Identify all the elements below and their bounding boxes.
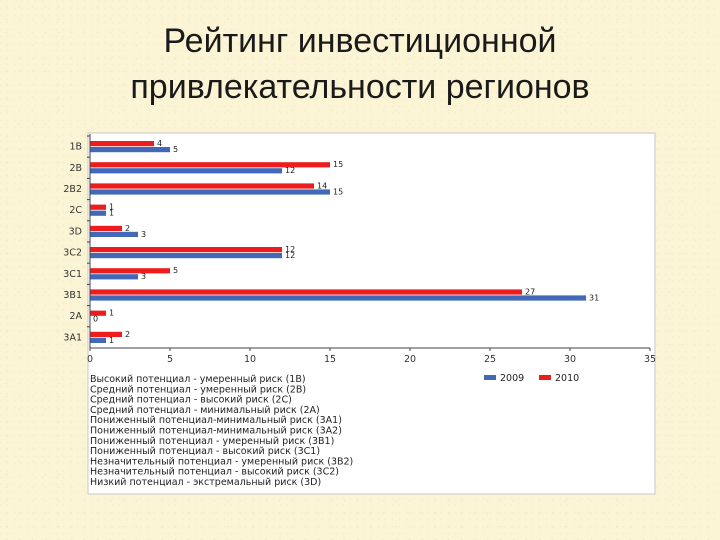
category-note: Незначительный потенциал - высокий риск … (90, 467, 339, 478)
category-label: 3A1 (63, 332, 82, 343)
title-line-1: Рейтинг инвестиционной (163, 22, 557, 60)
data-label-2009-2A: 0 (93, 315, 98, 324)
bar-2010-2B (90, 162, 330, 168)
data-label-2010-3C1: 5 (173, 266, 178, 275)
data-label-2010-3A1: 2 (125, 330, 130, 339)
category-label: 3C2 (63, 248, 82, 259)
data-label-2010-2A: 1 (109, 309, 114, 318)
data-label-2010-2B: 15 (333, 160, 343, 169)
category-note: Высокий потенциал - умеренный риск (1В) (90, 374, 306, 385)
category-label: 2B (69, 163, 82, 174)
data-label-2010-2C: 1 (109, 203, 114, 212)
x-tick-label: 35 (644, 354, 656, 365)
bar-2010-3C1 (90, 268, 170, 274)
bar-2010-1B (90, 141, 154, 147)
bar-2009-1B (90, 147, 170, 153)
legend-swatch-2010 (539, 375, 551, 380)
category-label: 2C (69, 205, 82, 216)
x-tick-label: 0 (87, 354, 93, 365)
category-label: 3B1 (63, 290, 82, 301)
category-label: 2A (69, 311, 82, 322)
data-label-2009-3A1: 1 (109, 336, 114, 345)
bar-2009-2B2 (90, 189, 330, 195)
bar-2010-2B2 (90, 183, 314, 189)
category-note: Средний потенциал - высокий риск (2С) (90, 395, 292, 406)
category-note: Низкий потенциал - экстремальный риск (3… (90, 477, 321, 488)
x-tick-label: 5 (167, 354, 173, 365)
data-label-2009-2B: 12 (285, 166, 295, 175)
bar-2010-3C2 (90, 247, 282, 253)
legend-group: 2009 2010 (484, 373, 579, 384)
data-label-2010-1B: 4 (157, 139, 162, 148)
category-note: Пониженный потенциал-минимальный риск (3… (90, 426, 342, 437)
data-label-2010-3B1: 27 (525, 287, 535, 296)
category-label: 3D (69, 226, 82, 237)
bar-2009-3D (90, 231, 138, 237)
category-label: 1B (69, 142, 82, 153)
notes-group: Высокий потенциал - умеренный риск (1В)С… (90, 374, 353, 488)
bar-2009-3A1 (90, 337, 106, 343)
page-title: Рейтинг инвестиционной привлекательности… (0, 18, 720, 110)
bar-2009-3C1 (90, 274, 138, 280)
legend-swatch-2009 (484, 375, 496, 380)
bar-2010-2A (90, 310, 106, 316)
bar-2010-2C (90, 204, 106, 210)
bar-2010-3A1 (90, 331, 122, 337)
data-label-2010-3C2: 12 (285, 245, 295, 254)
data-label-2009-2B2: 15 (333, 187, 343, 196)
data-label-2009-1B: 5 (173, 145, 178, 154)
category-note: Пониженный потенциал - высокий риск (3С1… (90, 446, 320, 457)
x-tick-label: 25 (484, 354, 496, 365)
x-tick-label: 15 (324, 354, 336, 365)
x-tick-label: 20 (404, 354, 416, 365)
data-label-2010-3D: 2 (125, 224, 130, 233)
legend-label-2010: 2010 (555, 373, 579, 384)
data-label-2009-3B1: 31 (589, 293, 599, 302)
category-note: Средний потенциал - минимальный риск (2А… (90, 405, 320, 416)
data-label-2010-2B2: 14 (317, 181, 327, 190)
data-label-2009-3C1: 3 (141, 272, 146, 281)
title-line-2: привлекательности регионов (130, 68, 590, 106)
data-label-2009-2C: 1 (109, 209, 114, 218)
x-tick-label: 10 (244, 354, 256, 365)
x-tick-label: 30 (564, 354, 576, 365)
data-label-2009-3C2: 12 (285, 251, 295, 260)
category-note: Средний потенциал - умеренный риск (2В) (90, 384, 306, 395)
bar-2009-3C2 (90, 253, 282, 259)
bar-2009-2C (90, 210, 106, 216)
bar-2009-3B1 (90, 295, 586, 301)
bar-2010-3B1 (90, 289, 522, 295)
category-label: 2B2 (63, 184, 82, 195)
bar-2010-3D (90, 225, 122, 231)
category-note: Пониженный потенциал-минимальный риск (3… (90, 415, 342, 426)
category-label: 3C1 (63, 269, 82, 280)
category-note: Незначительный потенциал - умеренный рис… (90, 456, 353, 467)
legend-label-2009: 2009 (500, 373, 524, 384)
bar-2009-2B (90, 168, 282, 174)
category-note: Пониженный потенциал - умеренный риск (3… (90, 436, 334, 447)
data-label-2009-3D: 3 (141, 230, 146, 239)
